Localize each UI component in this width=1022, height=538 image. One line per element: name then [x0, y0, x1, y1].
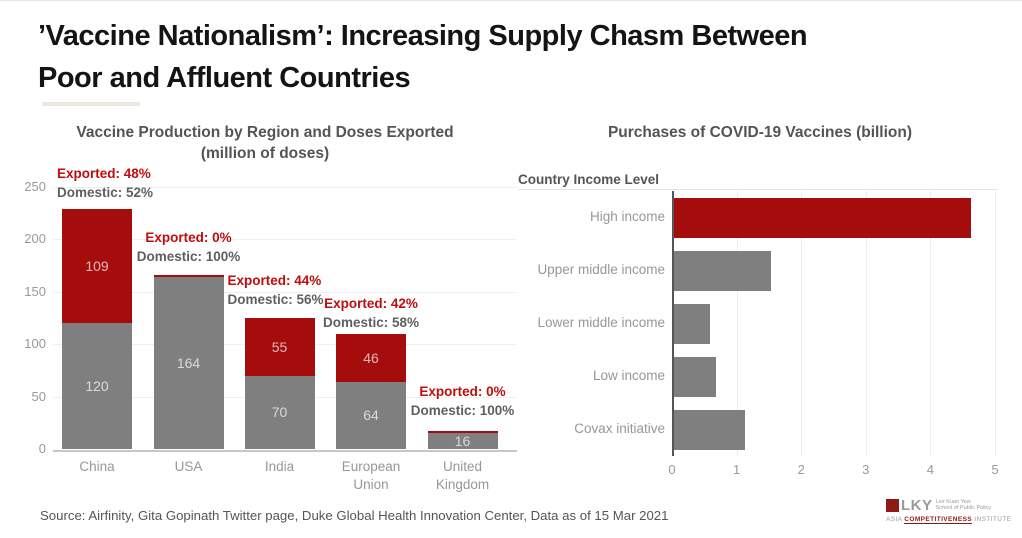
annotation-domestic-line: Domestic: 52% [57, 185, 154, 200]
export-annotation-1: Exported: 0% Domestic: 100% [99, 228, 279, 266]
x-category-label-4: United Kingdom [435, 459, 490, 492]
x-tick-label-5: 5 [991, 462, 999, 477]
bar-exported-4 [427, 431, 498, 433]
bar-value-label: 120 [85, 378, 109, 395]
bar-domestic-2: 70 [244, 375, 315, 449]
aci-suffix: Institute [974, 516, 1012, 523]
production-chart-title-line1: Vaccine Production by Region and Doses E… [76, 124, 454, 141]
gridline-200 [53, 239, 517, 241]
gridline-4 [930, 191, 932, 456]
x-category-label-1: USA [174, 459, 203, 474]
y-tick-label-50: 50 [31, 388, 46, 404]
export-annotation-3: Exported: 42% Domestic: 58% [281, 294, 461, 332]
aci-prefix: Asia [886, 516, 903, 523]
bar-exported-3: 46 [336, 333, 406, 382]
x-category-label-0: China [79, 459, 115, 474]
export-annotation-2: Exported: 44% Domestic: 56% [228, 271, 408, 309]
gridline-3 [865, 191, 867, 456]
gridline-1 [736, 191, 738, 456]
source-note: Source: Airfinity, Gita Gopinath Twitter… [40, 508, 669, 523]
bar-value-label: 70 [271, 404, 288, 421]
bar-domestic-4: 16 [427, 432, 498, 449]
annotation-exported-line: Exported: 48% [57, 166, 151, 181]
gridline-2 [801, 191, 803, 456]
hbar-0 [674, 197, 972, 238]
country-income-level-label: Country Income Level [518, 172, 660, 187]
gridline-5 [995, 191, 996, 456]
y-category-label-3: Low income [592, 367, 665, 383]
y-tick-label-250: 250 [24, 179, 46, 194]
aci-highlight: Competitiveness [904, 516, 973, 524]
lky-logo: LKY Lee Kuan Yew School of Public Policy… [886, 498, 1014, 524]
y-tick-label-150: 150 [24, 283, 46, 299]
annotation-exported-line: Exported: 42% [324, 296, 418, 311]
bar-exported-2: 55 [244, 318, 315, 376]
purchases-plot-topline [518, 189, 998, 190]
bar-domestic-0: 120 [62, 323, 132, 449]
x-category-label-2: India [264, 459, 295, 474]
x-tick-label-4: 4 [926, 462, 934, 477]
lky-logo-school-name: Lee Kuan Yew School of Public Policy [936, 498, 992, 511]
purchases-chart-title: Purchases of COVID-19 Vaccines (billion) [607, 124, 913, 141]
y-category-label-2: Lower middle income [537, 314, 665, 330]
bar-value-label: 16 [454, 432, 471, 449]
x-category-label-3: European Union [341, 459, 401, 492]
x-tick-label-2: 2 [797, 462, 805, 477]
gridline-250 [53, 187, 517, 188]
bar-exported-0: 109 [62, 209, 132, 324]
annotation-domestic-line: Domestic: 56% [227, 292, 324, 307]
x-axis-line [53, 450, 517, 452]
bar-value-label: 55 [271, 338, 288, 355]
page-title-line1: ’Vaccine Nationalism’: Increasing Supply… [38, 20, 808, 52]
annotation-domestic-line: Domestic: 58% [322, 315, 420, 330]
y-tick-label-100: 100 [24, 336, 46, 352]
bar-domestic-1: 164 [153, 277, 224, 449]
hbar-4 [674, 409, 746, 450]
lky-logo-acronym: LKY [901, 497, 933, 514]
y-category-label-1: Upper middle income [537, 261, 665, 277]
hbar-2 [674, 303, 710, 344]
production-chart-title: Vaccine Production by Region and Doses E… [30, 122, 500, 164]
y-category-label-0: High income [589, 208, 665, 224]
lky-logo-mark-icon [886, 499, 899, 512]
gridline-150 [53, 291, 517, 293]
annotation-domestic-line: Domestic: 100% [136, 249, 241, 264]
lky-logo-name-line2: School of Public Policy [935, 505, 992, 511]
bar-value-label: 46 [363, 349, 379, 366]
annotation-exported-line: Exported: 0% [419, 384, 506, 399]
x-tick-label-3: 3 [862, 462, 870, 477]
aci-institute-label: Asia Competitiveness Institute [886, 516, 1014, 524]
export-annotation-0: Exported: 48% Domestic: 52% [57, 164, 237, 202]
annotation-domestic-line: Domestic: 100% [410, 403, 515, 418]
lky-logo-name-line1: Lee Kuan Yew [935, 499, 971, 505]
y-tick-label-200: 200 [24, 231, 46, 247]
bar-exported-1 [153, 275, 224, 278]
page-title-line2: Poor and Affluent Countries [38, 62, 411, 94]
y-tick-label-0: 0 [38, 441, 46, 456]
bar-domestic-3: 64 [336, 381, 406, 449]
hbar-3 [674, 356, 716, 397]
y-axis-line [672, 191, 674, 456]
hbar-1 [674, 250, 771, 291]
annotation-exported-line: Exported: 44% [227, 273, 322, 288]
y-category-label-4: Covax initiative [574, 420, 665, 436]
bar-value-label: 64 [363, 407, 379, 424]
bar-value-label: 109 [85, 258, 109, 275]
annotation-exported-line: Exported: 0% [145, 230, 232, 245]
lky-logo-row: LKY Lee Kuan Yew School of Public Policy [886, 498, 1014, 513]
title-underline [42, 102, 140, 106]
page-title: ’Vaccine Nationalism’: Increasing Supply… [38, 15, 988, 99]
bar-value-label: 164 [176, 355, 201, 372]
export-annotation-4: Exported: 0% Domestic: 100% [373, 382, 553, 420]
production-chart-title-line2: (million of doses) [200, 145, 330, 162]
x-tick-label-0: 0 [668, 462, 676, 477]
x-tick-label-1: 1 [732, 462, 741, 477]
